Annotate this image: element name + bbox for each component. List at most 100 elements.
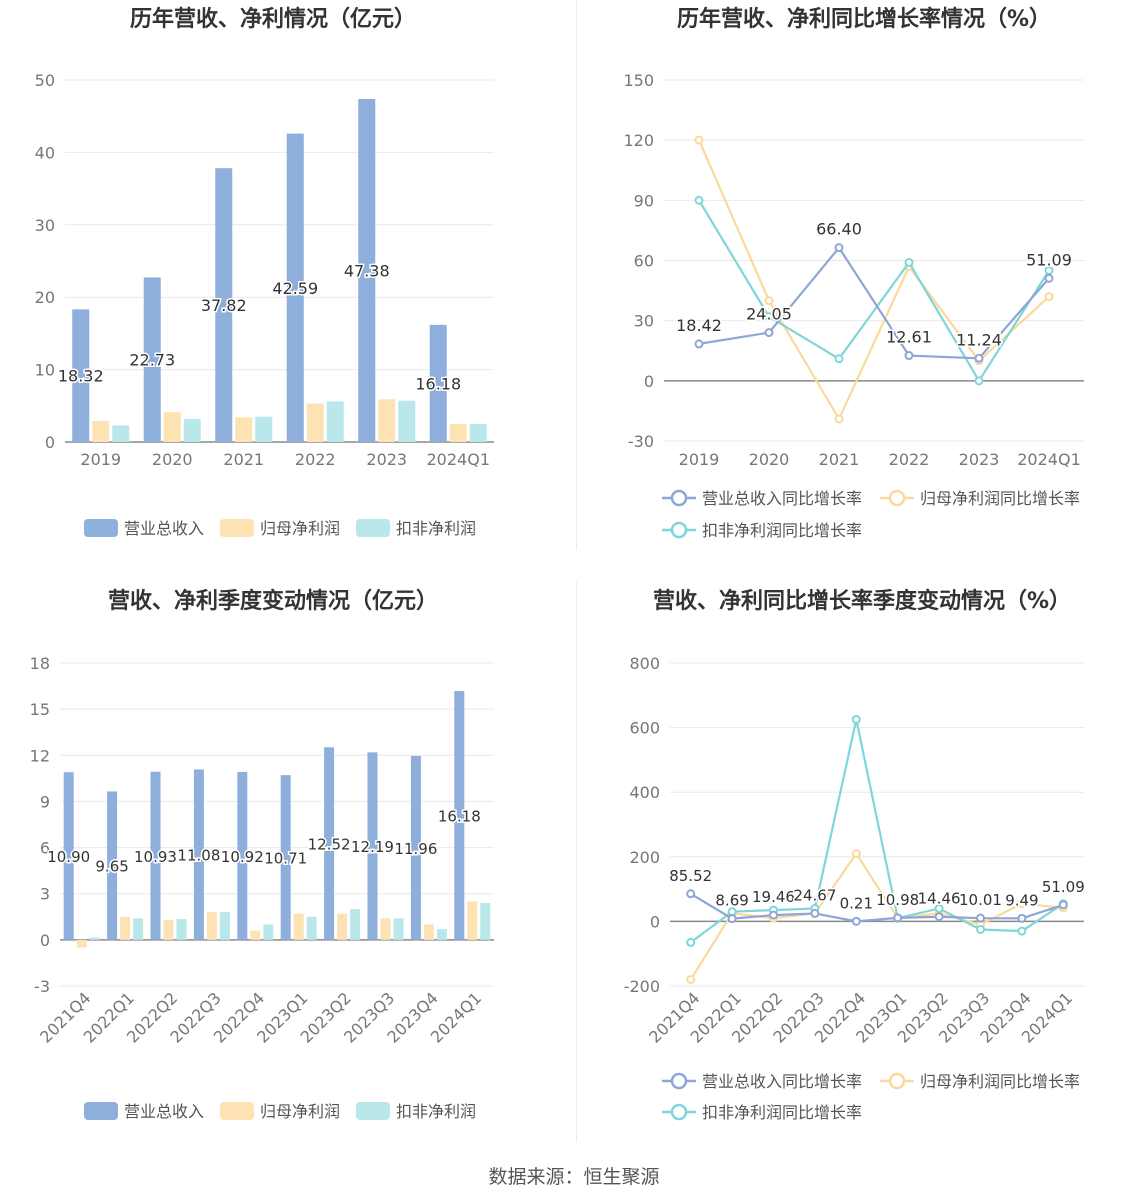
point-扣非净利润同比增长率-2023 [974,376,984,386]
point-归母净利润同比增长率-2020 [764,296,774,306]
y-tick-label: 0 [40,931,50,950]
data-label: 12.19 [351,838,394,856]
bar-扣非净利润-2020 [183,418,201,442]
y-tick-label: 600 [629,719,660,738]
bar-扣非净利润-2023Q1 [306,916,317,940]
data-label: 12.52 [308,836,351,854]
vertical-divider-bottom [576,582,577,1142]
x-tick-label: 2020 [152,450,193,469]
legend-swatch-marker [670,489,688,507]
vertical-divider-top [576,0,577,550]
data-label: 14.46 [918,890,961,908]
y-tick-label: 60 [634,252,654,271]
point-营业总收入同比增长率-2022Q2 [769,910,778,920]
x-tick-label: 2019 [80,450,121,469]
x-tick-label: 2019 [679,450,720,469]
x-tick-label: 2022 [295,450,336,469]
chart-title: 营收、净利同比增长率季度变动情况（%） [653,588,1071,614]
legend-label: 营业总收入 [124,1102,204,1121]
chart-title: 历年营收、净利同比增长率情况（%） [677,6,1051,32]
legend-swatch-marker [888,489,906,507]
point-归母净利润同比增长率-2021Q4 [686,975,696,985]
bar-归母净利润-2023Q3 [380,918,391,940]
data-label: 47.38 [344,261,390,280]
bar-扣非净利润-2022Q1 [133,918,144,940]
point-营业总收入同比增长率-2022Q4 [851,916,861,926]
legend-label: 扣非净利润同比增长率 [702,521,862,540]
y-tick-label: 50 [35,71,55,90]
y-tick-label: -3 [34,977,50,996]
bar-营业总收入-2022Q2 [150,771,161,940]
legend-label: 扣非净利润同比增长率 [702,1103,862,1122]
legend-label: 营业总收入同比增长率 [702,489,862,508]
y-tick-label: 9 [40,792,50,811]
bar-归母净利润-2023Q2 [337,913,348,940]
legend-label: 扣非净利润 [396,1102,476,1121]
y-tick-label: 10 [35,361,55,380]
legend-label: 营业总收入 [124,519,204,538]
bar-归母净利润-2021Q4 [76,939,87,948]
y-tick-label: 0 [644,372,654,391]
data-label: 51.09 [1026,250,1072,269]
data-label: 11.24 [956,330,1002,349]
legend-swatch [84,1102,118,1120]
legend-item: 归母净利润 [220,1102,340,1121]
data-label: 16.18 [438,807,481,825]
bar-归母净利润-2024Q1 [467,901,478,940]
y-tick-label: 0 [650,912,660,931]
y-tick-label: 150 [623,71,654,90]
line-归母净利润同比增长率 [689,851,1064,981]
point-营业总收入同比增长率-2023Q1 [893,913,903,923]
x-tick-label: 2023 [366,450,407,469]
bar-归母净利润-2023Q4 [423,924,434,940]
y-tick-label: 200 [629,848,660,867]
data-label: 66.40 [816,220,862,239]
chart-quarterly-growth: 营收、净利同比增长率季度变动情况（%）-20002004006008002021… [624,588,1087,1122]
x-tick-label: 2023 [959,450,1000,469]
legend-swatch [356,519,390,537]
y-tick-label: 800 [629,654,660,673]
bar-扣非净利润-2022 [326,401,344,442]
data-label: 8.69 [715,892,748,910]
legend-item: 营业总收入 [84,1102,204,1121]
y-tick-label: 120 [623,131,654,150]
data-label: 42.59 [272,279,318,298]
data-label: 10.01 [959,891,1002,909]
point-扣非净利润同比增长率-2021 [834,354,844,364]
data-label: 11.08 [177,847,220,865]
x-tick-label: 2020 [749,450,790,469]
point-扣非净利润同比增长率-2023Q4 [1017,926,1027,936]
data-label: 11.96 [394,840,437,858]
legend-item: 营业总收入 [84,519,204,538]
bar-归母净利润-2021 [235,417,253,442]
point-营业总收入同比增长率-2023Q3 [976,913,985,923]
data-label: 24.67 [793,886,836,904]
bar-归母净利润-2022Q2 [163,919,174,940]
chart-quarterly-values: 营收、净利季度变动情况（亿元）-303691215182021Q42022Q12… [30,588,494,1121]
data-label: 22.73 [129,351,175,370]
point-扣非净利润同比增长率-2022Q4 [851,715,861,725]
data-source-footer: 数据来源：恒生聚源 [488,1166,660,1188]
point-营业总收入同比增长率-2022Q3 [810,908,820,918]
bar-归母净利润-2022Q4 [250,930,261,940]
y-tick-label: 30 [35,216,55,235]
point-营业总收入同比增长率-2022Q1 [727,914,737,924]
x-tick-label: 2022 [889,450,930,469]
point-营业总收入同比增长率-2024Q1 [1058,900,1068,910]
point-扣非净利润同比增长率-2019 [694,195,704,205]
bar-扣非净利润-2024Q1 [480,902,491,940]
legend-item: 扣非净利润同比增长率 [662,521,862,540]
point-扣非净利润同比增长率-2023Q3 [976,924,985,934]
point-营业总收入同比增长率-2023Q4 [1017,913,1027,923]
y-tick-label: 20 [35,288,55,307]
data-label: 9.49 [1005,891,1038,909]
data-label: 16.18 [415,374,461,393]
bar-营业总收入-2023 [358,98,376,442]
legend-label: 归母净利润 [260,1102,340,1121]
bar-营业总收入-2024Q1 [429,324,447,442]
bar-扣非净利润-2021 [255,416,273,442]
line-归母净利润同比增长率 [697,139,1050,422]
bar-扣非净利润-2019 [112,425,130,442]
bar-扣非净利润-2022Q4 [263,924,274,940]
data-label: 12.61 [886,328,932,347]
